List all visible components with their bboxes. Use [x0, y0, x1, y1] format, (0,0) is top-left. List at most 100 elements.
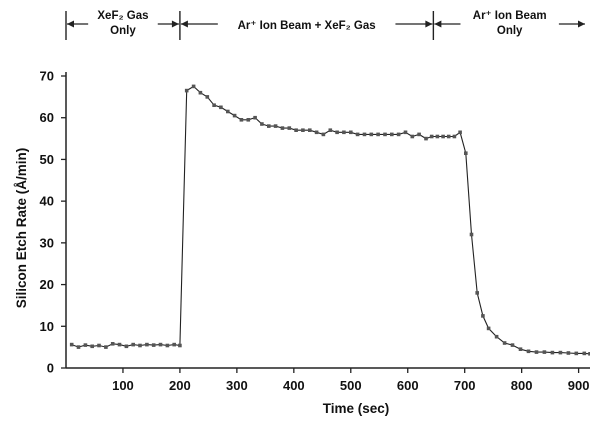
x-axis-ticks: 100 200 300 400 500 600 700 800 900: [112, 368, 589, 393]
data-point: [369, 132, 374, 137]
data-point: [510, 343, 515, 347]
data-point: [446, 134, 451, 139]
data-point: [184, 88, 189, 93]
data-point: [526, 349, 531, 354]
data-point: [435, 134, 440, 139]
y-tick-label: 10: [40, 319, 54, 334]
data-point: [424, 136, 428, 141]
data-point: [124, 344, 129, 349]
data-point: [205, 95, 210, 99]
arrow-right-icon: [171, 20, 179, 28]
y-tick-label: 20: [40, 277, 54, 292]
data-point: [226, 109, 230, 114]
data-point: [335, 130, 339, 135]
data-point: [219, 105, 223, 110]
x-tick-label: 400: [283, 378, 305, 393]
data-point: [287, 126, 292, 130]
y-tick-label: 50: [40, 152, 54, 167]
x-tick-label: 500: [340, 378, 362, 393]
data-point: [138, 343, 142, 348]
axes: [65, 72, 590, 369]
data-point: [486, 326, 491, 331]
data-point: [534, 350, 539, 354]
y-tick-label: 60: [40, 110, 54, 125]
phase-label: Ar⁺ Ion Beam Only: [473, 10, 547, 37]
data-point: [458, 130, 462, 135]
arrow-right-icon: [425, 20, 433, 28]
data-point: [260, 122, 264, 126]
data-point: [383, 132, 387, 137]
data-point: [417, 132, 421, 137]
phase-label: XeF₂ Gas Only: [97, 10, 148, 37]
data-point: [198, 90, 203, 95]
x-tick-label: 200: [169, 378, 191, 393]
data-point: [253, 115, 257, 120]
data-point: [403, 130, 408, 135]
data-point: [90, 344, 94, 349]
data-point: [158, 342, 163, 347]
data-point: [246, 118, 251, 122]
data-point: [273, 124, 278, 128]
data-point: [110, 342, 115, 346]
data-point: [104, 345, 108, 349]
data-point: [83, 343, 88, 347]
x-tick-label: 800: [511, 378, 533, 393]
data-point: [574, 351, 579, 356]
y-tick-label: 70: [40, 69, 54, 84]
series-line: [71, 85, 590, 355]
data-point: [410, 134, 415, 139]
data-point: [566, 351, 571, 355]
data-point: [308, 128, 312, 132]
data-point: [76, 345, 81, 349]
data-point: [321, 132, 326, 137]
x-tick-label: 700: [454, 378, 476, 393]
y-tick-label: 40: [40, 194, 54, 209]
data-point: [588, 352, 590, 356]
data-point: [362, 132, 367, 137]
data-point: [355, 132, 360, 137]
data-point: [582, 351, 587, 356]
data-point: [376, 132, 380, 137]
x-axis-title: Time (sec): [323, 401, 390, 416]
data-point: [475, 291, 479, 295]
data-point: [429, 134, 434, 139]
data-point: [172, 342, 176, 347]
data-point: [558, 350, 563, 355]
data-point: [502, 341, 507, 345]
data-point: [239, 118, 244, 122]
arrow-left-icon: [180, 20, 188, 28]
data-point: [301, 128, 305, 132]
data-point: [390, 132, 394, 137]
x-tick-label: 900: [568, 378, 590, 393]
data-point: [131, 342, 135, 347]
data-point: [469, 232, 474, 237]
y-axis-title: Silicon Etch Rate (Å/min): [14, 148, 29, 309]
data-point: [69, 342, 74, 347]
arrow-left-icon: [67, 20, 74, 28]
data-point: [191, 84, 196, 89]
data-point: [145, 342, 149, 347]
phase-annotations: XeF₂ Gas Only Ar⁺ Ion Beam + XeF₂ Gas Ar⁺ I…: [65, 10, 585, 40]
data-point: [441, 134, 445, 139]
data-point: [550, 350, 555, 355]
data-point: [328, 128, 333, 132]
data-point: [165, 343, 170, 348]
arrow-left-icon: [434, 20, 442, 28]
x-tick-label: 100: [112, 378, 134, 393]
data-point: [294, 128, 298, 132]
data-point: [396, 132, 401, 137]
y-axis-ticks: 0 10 20 30 40 50 60 70: [40, 69, 66, 376]
data-point: [518, 347, 523, 351]
data-point: [232, 113, 237, 118]
x-tick-label: 600: [397, 378, 419, 393]
y-tick-label: 0: [47, 361, 54, 376]
data-point: [151, 343, 156, 347]
data-point: [178, 343, 182, 348]
arrow-right-icon: [578, 20, 585, 28]
x-tick-label: 300: [226, 378, 248, 393]
data-point: [452, 134, 457, 139]
data-point: [342, 130, 346, 135]
phase-label: Ar⁺ Ion Beam + XeF₂ Gas: [238, 20, 376, 32]
